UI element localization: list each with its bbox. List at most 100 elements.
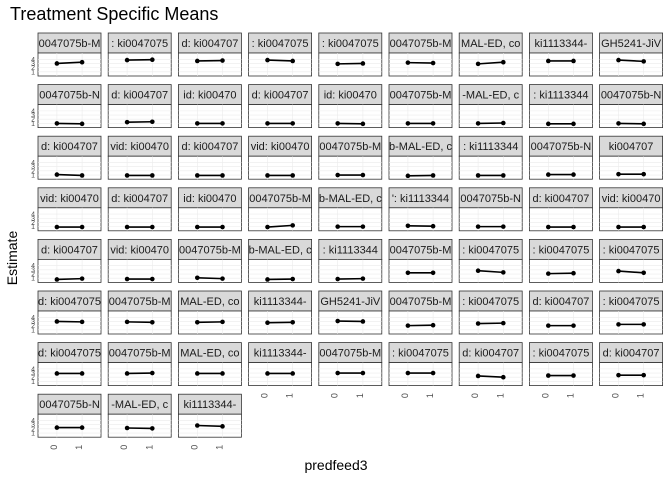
- x-tick-label: 0: [260, 393, 270, 398]
- y-tick-label: 1: [31, 121, 35, 128]
- data-point: [124, 319, 130, 325]
- data-point: [430, 173, 436, 178]
- x-tick-label: 0: [49, 445, 59, 450]
- data-point: [290, 173, 296, 178]
- facet-strip-label: 0047075b-M: [179, 244, 241, 256]
- x-tick-label: 1: [425, 393, 435, 398]
- data-point: [124, 425, 130, 431]
- data-point: [430, 270, 436, 276]
- facet-strip-label: d: ki004707: [41, 141, 98, 153]
- facet-strip-label: : ki0047075: [532, 348, 589, 360]
- data-point: [405, 223, 411, 229]
- facet-strip-label: : ki0047075: [462, 244, 519, 256]
- facet-panel: [599, 258, 663, 283]
- facet-panel: [388, 258, 453, 283]
- facet-panel: [37, 258, 102, 283]
- data-point: [616, 171, 621, 177]
- data-point: [54, 371, 60, 376]
- facet-strip-label: : ki1113344: [533, 90, 588, 102]
- facet-panel: [599, 52, 663, 77]
- data-point: [124, 371, 130, 376]
- data-point: [641, 270, 646, 276]
- x-tick-label: 1: [74, 445, 84, 450]
- data-point: [616, 372, 621, 378]
- facet-strip-label: d: ki0047075: [38, 348, 101, 360]
- data-point: [546, 172, 551, 177]
- facet-panel: [529, 52, 593, 77]
- data-point: [571, 323, 576, 328]
- data-point: [79, 371, 85, 376]
- facet-strip-label: : ki1113344: [323, 244, 378, 256]
- y-tick-label: 1: [31, 379, 35, 386]
- facet-strip-label: MAL-ED, co: [180, 348, 239, 360]
- data-point: [405, 173, 411, 179]
- facet-panel: [107, 413, 172, 438]
- facet-panel: [529, 207, 593, 232]
- facet-panel: [458, 362, 523, 387]
- facet-panel: [388, 104, 453, 128]
- x-tick-label: 1: [495, 393, 505, 398]
- series-line: [618, 59, 644, 63]
- data-point: [475, 224, 481, 229]
- facet-panel: [529, 362, 593, 387]
- series-line: [267, 224, 293, 228]
- facet-panel: [177, 155, 242, 180]
- data-point: [641, 224, 646, 230]
- facet-panel: [318, 207, 383, 232]
- facet-strip-label: ki1113344-: [254, 296, 307, 308]
- data-point: [405, 121, 411, 126]
- data-point: [290, 276, 296, 282]
- data-point: [335, 121, 341, 126]
- x-tick-label: 0: [119, 445, 129, 450]
- facet-panel: [318, 362, 383, 387]
- facet-panel: [318, 155, 383, 180]
- x-tick-label: 0: [400, 393, 410, 398]
- x-tick-label: 0: [470, 393, 480, 398]
- y-tick-label: 4: [31, 366, 35, 373]
- facet-panel: [529, 104, 593, 128]
- facet-panel: [458, 207, 523, 232]
- data-point: [265, 371, 270, 376]
- y-tick-label: 1: [31, 173, 35, 180]
- data-point: [335, 276, 341, 282]
- facet-strip-label: 0047075b-M: [319, 141, 381, 153]
- y-tick-label: 2: [31, 220, 35, 227]
- data-point: [54, 425, 60, 430]
- facet-strip-label: 0047075b-M: [390, 38, 452, 50]
- facet-panel: [248, 52, 313, 77]
- y-tick-label: 3: [31, 61, 35, 68]
- facet-panel: [37, 310, 102, 335]
- facet-panel: [107, 362, 172, 387]
- data-point: [616, 57, 621, 63]
- facet-panel: [388, 52, 453, 77]
- series-line: [618, 270, 644, 274]
- data-point: [360, 370, 366, 376]
- data-point: [360, 319, 366, 324]
- facet-strip-label: 0047075b-M: [249, 193, 311, 205]
- data-point: [360, 276, 366, 281]
- facet-panel: [388, 310, 453, 335]
- facet-strip-label: d: ki004707: [603, 348, 660, 360]
- facet-panel: [318, 52, 383, 77]
- facet-strip-label: : ki0047075: [603, 244, 660, 256]
- data-point: [405, 370, 411, 376]
- data-point: [150, 319, 155, 325]
- facet-strip-label: : ki0047075: [322, 38, 379, 50]
- data-point: [150, 370, 155, 376]
- data-point: [195, 173, 200, 178]
- data-point: [430, 223, 436, 229]
- data-point: [54, 172, 60, 177]
- facet-strip-label: : ki0047075: [603, 296, 660, 308]
- facet-panel: [248, 207, 313, 232]
- y-tick-label: 1: [31, 327, 35, 334]
- facet-strip-label: GH5241-JiV: [601, 38, 662, 50]
- y-tick-label: 3: [31, 164, 35, 171]
- y-tick-label: 4: [31, 108, 35, 115]
- data-point: [54, 61, 60, 66]
- y-tick-label: 3: [31, 113, 35, 120]
- facet-strip-label: : ki1113344: [463, 141, 518, 153]
- data-point: [290, 371, 296, 376]
- data-point: [150, 224, 155, 230]
- facet-panel: [529, 310, 593, 335]
- data-point: [335, 370, 341, 376]
